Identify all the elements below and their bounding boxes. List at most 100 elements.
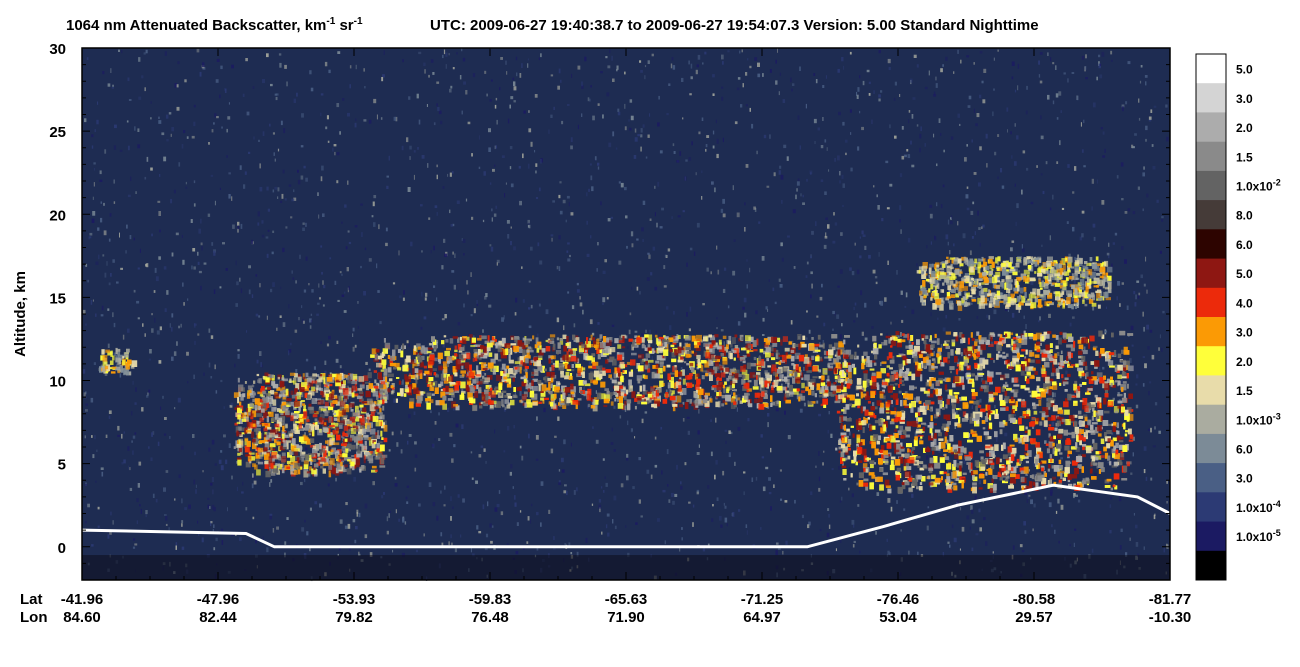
noise-speck — [478, 454, 482, 458]
noise-speck — [207, 497, 210, 500]
noise-speck — [454, 548, 457, 553]
noise-speck — [170, 198, 173, 204]
noise-speck — [563, 490, 567, 494]
noise-speck — [232, 224, 235, 229]
noise-speck — [169, 323, 171, 328]
cloud-pixel — [500, 371, 504, 376]
cloud-pixel — [421, 355, 425, 360]
cloud-pixel — [646, 391, 652, 394]
noise-speck — [696, 64, 699, 68]
noise-speck — [974, 495, 977, 500]
noise-speck — [1010, 131, 1012, 135]
noise-speck — [1038, 60, 1040, 65]
noise-speck — [958, 318, 961, 321]
noise-speck — [851, 519, 855, 525]
cloud-pixel — [826, 379, 830, 383]
cloud-pixel — [737, 353, 740, 358]
cloud-pixel — [602, 367, 606, 371]
noise-speck — [1138, 117, 1141, 121]
noise-speck — [626, 371, 628, 374]
noise-speck — [645, 329, 647, 333]
noise-speck — [1005, 446, 1008, 449]
cloud-pixel — [466, 380, 472, 386]
noise-speck — [966, 55, 970, 58]
noise-speck — [832, 310, 835, 315]
cloud-pixel — [404, 362, 408, 366]
noise-speck — [1053, 392, 1056, 398]
noise-speck — [187, 381, 189, 384]
cloud-pixel — [642, 384, 646, 392]
cloud-pixel — [413, 362, 419, 367]
noise-speck — [825, 217, 828, 220]
cloud-pixel — [733, 389, 737, 392]
noise-speck — [692, 522, 694, 527]
noise-speck — [738, 509, 741, 512]
cloud-pixel — [588, 344, 595, 348]
noise-speck — [163, 433, 167, 436]
noise-speck — [1137, 186, 1140, 190]
noise-speck — [521, 455, 524, 461]
noise-speck — [768, 491, 772, 495]
noise-speck — [940, 68, 943, 73]
cloud-pixel — [559, 402, 565, 406]
noise-speck — [775, 80, 778, 85]
cloud-pixel — [350, 434, 355, 441]
noise-speck — [255, 313, 259, 317]
noise-speck — [1116, 175, 1119, 179]
noise-speck — [514, 312, 517, 316]
noise-speck — [242, 481, 244, 486]
cloud-pixel — [440, 381, 444, 387]
noise-speck — [540, 481, 544, 486]
noise-speck — [1132, 211, 1136, 215]
cloud-pixel — [760, 386, 765, 392]
noise-speck — [507, 234, 510, 239]
noise-speck — [792, 83, 795, 86]
cloud-pixel — [461, 352, 467, 355]
noise-speck — [278, 53, 282, 56]
cloud-pixel — [566, 357, 572, 362]
noise-speck — [343, 291, 346, 294]
noise-speck — [977, 210, 979, 216]
cloud-pixel — [578, 342, 583, 349]
noise-speck — [457, 494, 460, 498]
cloud-pixel — [792, 388, 797, 392]
cloud-pixel — [819, 344, 824, 348]
noise-speck — [889, 183, 893, 187]
cloud-pixel — [382, 348, 388, 354]
cloud-pixel — [644, 334, 649, 338]
noise-speck — [478, 166, 481, 169]
noise-speck — [687, 430, 690, 435]
noise-speck — [107, 534, 110, 539]
noise-speck — [827, 429, 829, 434]
cloud-pixel — [769, 345, 774, 352]
noise-layer — [82, 48, 1170, 582]
noise-speck — [449, 172, 452, 177]
noise-speck — [797, 115, 800, 120]
noise-speck — [277, 148, 280, 152]
cloud-pixel — [671, 335, 676, 340]
noise-speck — [979, 398, 982, 403]
noise-speck — [878, 98, 881, 102]
cloud-pixel — [730, 374, 735, 381]
noise-speck — [885, 160, 889, 164]
noise-speck — [974, 231, 976, 236]
noise-speck — [360, 203, 363, 206]
noise-speck — [428, 217, 431, 220]
cloud-pixel — [718, 381, 723, 387]
cloud-pixel — [776, 369, 782, 374]
noise-speck — [259, 163, 261, 169]
cloud-pixel — [565, 371, 570, 376]
noise-speck — [1015, 465, 1019, 468]
cloud-pixel — [513, 345, 519, 352]
noise-speck — [225, 459, 228, 465]
cloud-pixel — [729, 368, 736, 373]
noise-speck — [600, 201, 602, 206]
cloud-pixel — [833, 382, 837, 385]
cloud-pixel — [649, 348, 655, 354]
noise-speck — [186, 136, 189, 139]
noise-speck — [588, 361, 591, 365]
noise-speck — [193, 479, 196, 485]
cloud-pixel — [475, 374, 481, 377]
noise-speck — [494, 429, 496, 434]
cloud-pixel — [834, 342, 839, 347]
